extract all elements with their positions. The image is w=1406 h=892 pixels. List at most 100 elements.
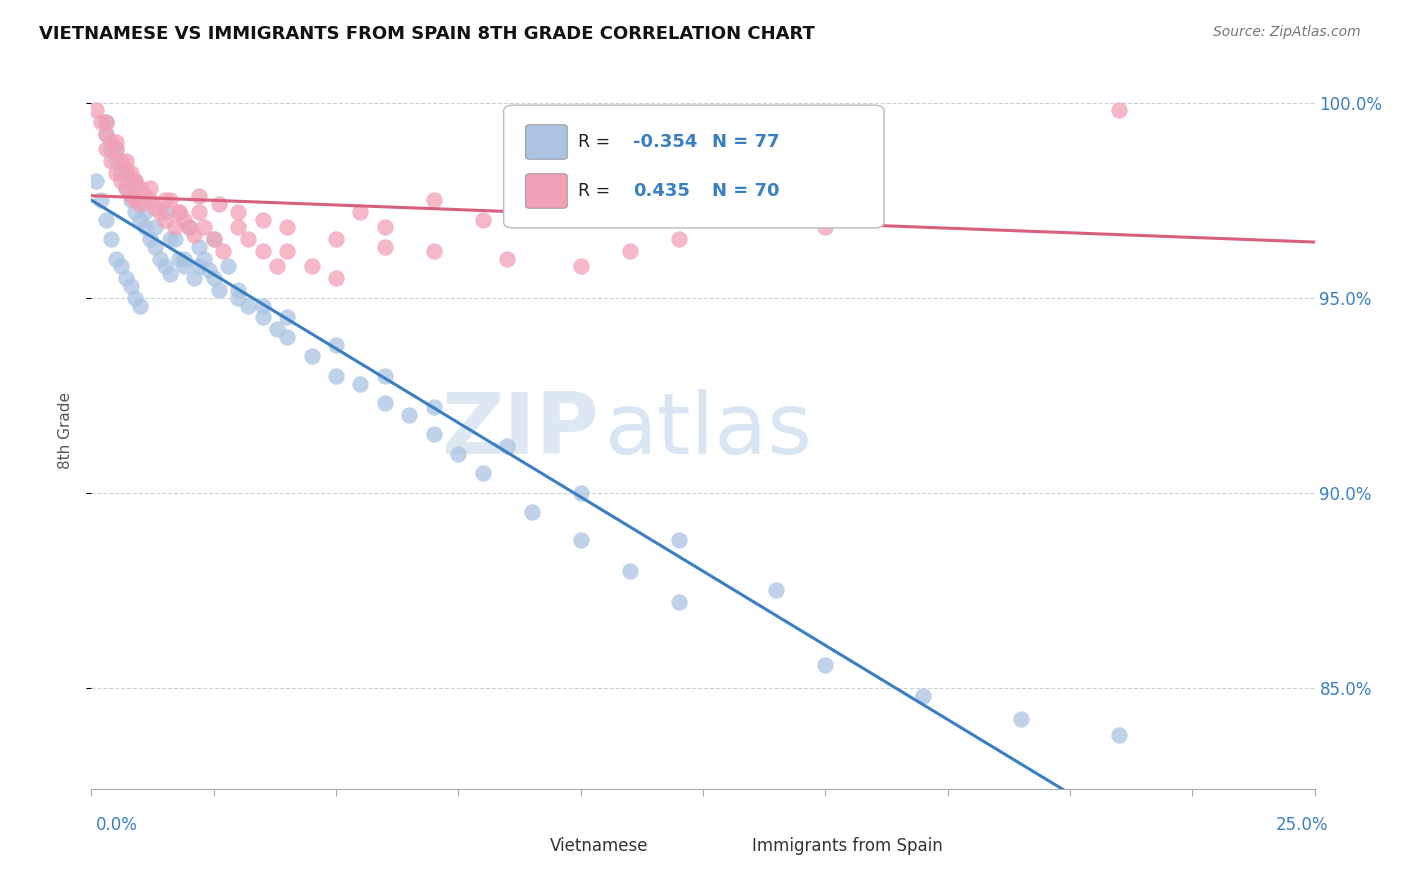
Text: N = 77: N = 77 (711, 133, 779, 151)
Point (179, 220, 201, 235)
Point (252, 310, 274, 325)
Point (226, 205, 249, 219)
Point (124, 291, 146, 305)
Point (276, 220, 298, 235)
Point (120, 279, 142, 293)
Point (266, 260, 288, 274)
Point (139, 181, 162, 195)
Text: N = 70: N = 70 (711, 182, 779, 200)
Point (153, 212, 176, 227)
Point (207, 197, 229, 211)
Point (90, 115, 112, 129)
Point (198, 263, 221, 277)
Point (1108, 728, 1130, 742)
Point (90, 193, 112, 207)
FancyBboxPatch shape (713, 833, 745, 859)
Text: R =: R = (578, 133, 616, 151)
Text: 25.0%: 25.0% (1277, 816, 1329, 834)
Point (104, 166, 127, 180)
Point (114, 166, 136, 180)
Point (325, 368, 347, 383)
Text: 0.0%: 0.0% (96, 816, 138, 834)
Point (104, 135, 127, 149)
Point (569, 260, 592, 274)
Point (276, 244, 298, 258)
Point (100, 232, 122, 246)
FancyBboxPatch shape (526, 174, 567, 208)
Point (110, 154, 132, 169)
Point (114, 181, 136, 195)
Point (104, 143, 127, 157)
Point (149, 205, 172, 219)
Text: Immigrants from Spain: Immigrants from Spain (752, 838, 942, 855)
Point (814, 657, 837, 672)
Point (212, 244, 235, 258)
Point (569, 486, 592, 500)
Point (276, 330, 298, 344)
Point (114, 161, 136, 176)
Point (139, 232, 162, 246)
Point (374, 368, 396, 383)
Point (134, 189, 156, 203)
Point (496, 439, 519, 453)
FancyBboxPatch shape (510, 833, 543, 859)
Point (159, 193, 181, 207)
Point (668, 181, 690, 195)
Point (163, 220, 186, 235)
Point (207, 283, 229, 297)
Point (226, 220, 249, 235)
Point (236, 232, 259, 246)
Point (169, 252, 191, 266)
Point (520, 181, 543, 195)
Point (120, 193, 142, 207)
Point (134, 205, 156, 219)
Point (447, 447, 470, 461)
Point (139, 193, 162, 207)
Point (188, 205, 211, 219)
Point (423, 427, 446, 442)
Point (619, 564, 641, 578)
Point (124, 181, 146, 195)
Point (169, 205, 191, 219)
Point (169, 205, 191, 219)
Point (202, 271, 225, 285)
Point (129, 212, 152, 227)
Point (159, 232, 181, 246)
Point (183, 228, 205, 243)
Point (153, 260, 176, 274)
Point (149, 252, 172, 266)
Point (163, 232, 186, 246)
Point (193, 252, 215, 266)
Point (188, 260, 211, 274)
Point (374, 240, 396, 254)
Point (325, 271, 347, 285)
Point (423, 193, 446, 207)
Point (129, 197, 152, 211)
Text: VIETNAMESE VS IMMIGRANTS FROM SPAIN 8TH GRADE CORRELATION CHART: VIETNAMESE VS IMMIGRANTS FROM SPAIN 8TH … (39, 25, 815, 43)
Point (398, 408, 420, 422)
Point (94, 115, 117, 129)
Point (193, 220, 215, 235)
Point (423, 400, 446, 414)
Point (569, 193, 592, 207)
FancyBboxPatch shape (526, 125, 567, 160)
Point (94, 212, 117, 227)
Point (124, 174, 146, 188)
Point (912, 689, 935, 703)
Point (325, 232, 347, 246)
Point (471, 467, 494, 481)
Point (349, 205, 371, 219)
Point (236, 299, 259, 313)
Point (188, 189, 211, 203)
Y-axis label: 8th Grade: 8th Grade (58, 392, 73, 469)
Text: 0.435: 0.435 (633, 182, 690, 200)
Point (134, 220, 156, 235)
Point (100, 143, 122, 157)
Point (814, 166, 837, 180)
Point (94, 127, 117, 141)
Point (496, 252, 519, 266)
Point (252, 244, 274, 258)
Point (129, 181, 152, 195)
Point (1010, 712, 1032, 726)
Point (104, 143, 127, 157)
